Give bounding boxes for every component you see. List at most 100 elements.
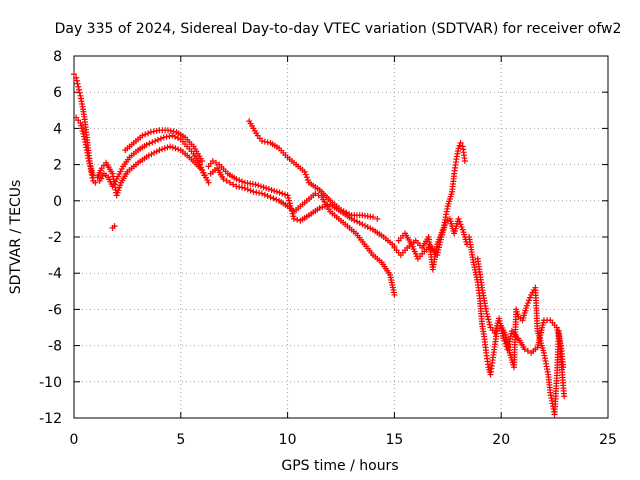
data-point-marker xyxy=(286,200,293,207)
data-point-marker xyxy=(244,186,251,193)
data-point-marker xyxy=(247,187,254,194)
data-point-marker xyxy=(223,177,230,184)
data-point-marker xyxy=(268,186,275,193)
data-point-marker xyxy=(163,133,170,140)
data-point-marker xyxy=(264,139,271,146)
data-point-marker xyxy=(521,346,528,353)
data-point-marker xyxy=(152,138,159,145)
data-point-marker xyxy=(264,192,271,199)
data-point-marker xyxy=(241,185,248,192)
data-point-marker xyxy=(289,210,296,217)
data-point-marker xyxy=(294,216,301,223)
data-point-marker xyxy=(76,89,83,96)
data-point-marker xyxy=(153,148,160,155)
data-point-marker xyxy=(236,177,243,184)
series-trace-k xyxy=(474,255,567,371)
data-point-marker xyxy=(391,291,398,298)
data-point-marker xyxy=(252,181,259,188)
data-point-marker xyxy=(149,139,156,146)
data-point-marker xyxy=(265,186,272,193)
data-point-marker xyxy=(167,127,174,134)
data-point-marker xyxy=(172,145,179,152)
data-point-marker xyxy=(343,209,350,216)
data-point-marker xyxy=(73,77,80,84)
data-point-marker xyxy=(525,297,532,304)
data-point-marker xyxy=(80,130,87,137)
x-tick-label: 25 xyxy=(599,432,617,448)
x-axis-label: GPS time / hours xyxy=(281,458,398,474)
data-point-marker xyxy=(160,134,167,141)
data-point-marker xyxy=(220,176,227,183)
data-point-marker xyxy=(255,182,262,189)
data-point-marker xyxy=(281,191,288,198)
y-tick-label: -12 xyxy=(39,411,62,427)
data-point-marker xyxy=(209,157,216,164)
y-axis-label: SDTVAR / TECUs xyxy=(8,180,24,295)
chart-title: Day 335 of 2024, Sidereal Day-to-day VTE… xyxy=(55,21,622,37)
data-point-marker xyxy=(148,151,155,158)
series-trace-e xyxy=(207,165,398,298)
x-tick-label: 15 xyxy=(385,432,403,448)
y-tick-label: -2 xyxy=(48,230,62,246)
data-point-marker xyxy=(304,176,311,183)
data-point-marker xyxy=(161,145,168,152)
data-point-marker xyxy=(73,74,80,81)
data-point-marker xyxy=(75,83,82,90)
data-point-marker xyxy=(157,135,164,142)
data-point-marker xyxy=(279,190,286,197)
data-point-marker xyxy=(501,338,508,345)
data-point-marker xyxy=(486,321,493,328)
data-point-marker xyxy=(461,157,468,164)
data-point-marker xyxy=(301,168,308,175)
y-tick-label: 6 xyxy=(53,85,62,101)
data-point-marker xyxy=(169,144,176,151)
data-point-marker xyxy=(257,183,264,190)
data-point-marker xyxy=(169,132,176,139)
data-point-marker xyxy=(205,179,212,186)
data-point-marker xyxy=(146,140,153,147)
data-point-marker xyxy=(79,128,86,135)
data-point-marker xyxy=(80,133,87,140)
data-point-marker xyxy=(315,192,322,199)
data-point-marker xyxy=(166,133,173,140)
data-point-marker xyxy=(273,188,280,195)
data-point-marker xyxy=(143,141,150,148)
data-point-marker xyxy=(150,128,157,135)
data-point-marker xyxy=(303,174,310,181)
data-point-marker xyxy=(524,300,531,307)
series-trace-f xyxy=(205,157,398,250)
y-tick-label: 0 xyxy=(53,194,62,210)
y-tick-label: -4 xyxy=(48,266,62,282)
series-trace-j xyxy=(466,234,568,418)
data-point-marker xyxy=(483,308,490,315)
data-point-marker xyxy=(316,205,323,212)
y-tick-label: -8 xyxy=(48,339,62,355)
y-tick-label: 2 xyxy=(53,158,62,174)
data-point-marker xyxy=(253,189,260,196)
data-point-marker xyxy=(356,219,363,226)
data-point-marker xyxy=(233,183,240,190)
data-point-marker xyxy=(78,125,85,132)
data-point-marker xyxy=(167,143,174,150)
data-point-marker xyxy=(74,80,81,87)
x-tick-label: 0 xyxy=(70,432,79,448)
data-point-marker xyxy=(290,213,297,220)
x-tick-label: 10 xyxy=(279,432,297,448)
data-point-marker xyxy=(75,86,82,93)
data-point-marker xyxy=(486,319,493,326)
data-point-marker xyxy=(78,122,85,129)
data-point-marker xyxy=(256,189,263,196)
data-point-marker xyxy=(362,222,369,229)
data-point-marker xyxy=(174,135,181,142)
data-point-marker xyxy=(263,185,270,192)
data-point-marker xyxy=(302,171,309,178)
data-point-marker xyxy=(199,157,206,164)
data-point-marker xyxy=(370,214,377,221)
data-point-marker xyxy=(527,294,534,301)
x-tick-label: 5 xyxy=(176,432,185,448)
data-points xyxy=(71,71,568,418)
data-point-marker xyxy=(250,188,257,195)
y-tick-label: 8 xyxy=(53,49,62,65)
data-point-marker xyxy=(139,132,146,139)
data-point-marker xyxy=(524,348,531,355)
